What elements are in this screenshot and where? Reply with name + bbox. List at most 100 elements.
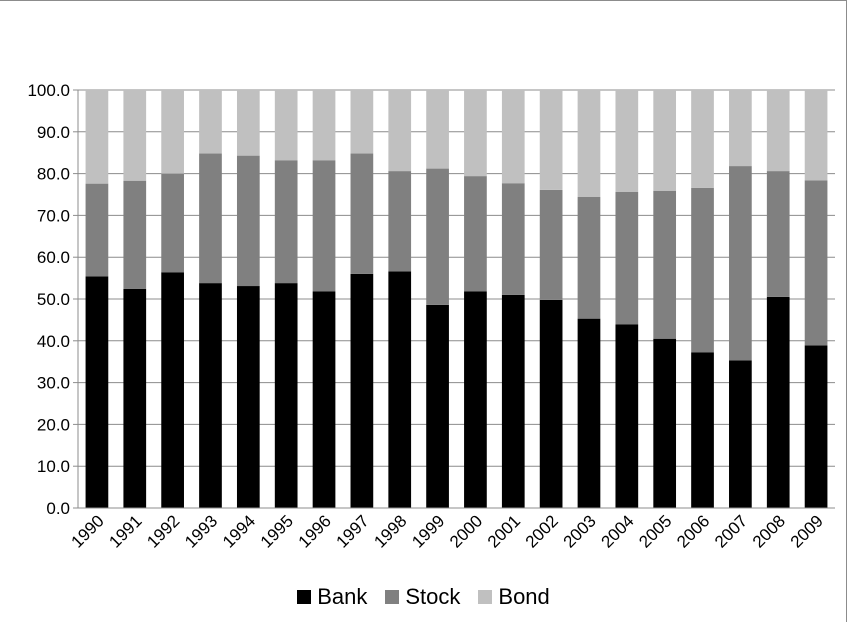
- bar-bank-1991: [123, 288, 147, 508]
- bar-stock-2009: [804, 180, 828, 346]
- legend-label-bank: Bank: [317, 584, 368, 609]
- bar-stock-1996: [312, 160, 336, 292]
- bar-bond-1994: [236, 90, 260, 156]
- x-tick-label: 2001: [484, 511, 524, 551]
- bar-bond-2002: [539, 90, 563, 190]
- y-tick-label: 50.0: [37, 290, 70, 309]
- y-tick-label: 80.0: [37, 165, 70, 184]
- bar-bond-1995: [274, 90, 298, 161]
- bar-bank-2005: [653, 338, 677, 508]
- bar-bank-2009: [804, 345, 828, 508]
- bar-bank-1999: [426, 304, 449, 508]
- bar-bank-1994: [236, 286, 260, 508]
- x-tick-label: 1991: [105, 511, 145, 551]
- bar-stock-1997: [350, 153, 374, 274]
- y-tick-label: 90.0: [37, 123, 70, 142]
- x-tick-label: 2002: [522, 511, 562, 551]
- y-tick-label: 0.0: [46, 499, 70, 518]
- bar-stock-2004: [615, 191, 639, 325]
- bar-bank-2004: [615, 324, 639, 508]
- x-tick-label: 1998: [370, 511, 410, 551]
- bar-stock-2001: [501, 183, 525, 295]
- bar-bank-2000: [464, 291, 487, 508]
- y-tick-label: 40.0: [37, 332, 70, 351]
- bar-bond-2001: [501, 90, 525, 184]
- x-tick-label: 1996: [295, 511, 335, 551]
- bar-stock-2005: [653, 190, 677, 339]
- y-tick-label: 10.0: [37, 457, 70, 476]
- x-tick-label: 2000: [446, 511, 486, 551]
- legend-swatch-bank: [297, 590, 312, 604]
- bar-bank-1997: [350, 273, 374, 508]
- x-tick-label: 2009: [787, 511, 827, 551]
- x-tick-label: 2003: [560, 511, 600, 551]
- bar-bond-1993: [199, 90, 222, 154]
- gridlines: [78, 89, 835, 509]
- legend-label-bond: Bond: [498, 584, 550, 609]
- bar-bond-1998: [388, 90, 412, 172]
- bar-bank-1993: [199, 283, 222, 508]
- bar-bond-2004: [615, 90, 639, 192]
- bar-bank-2007: [729, 360, 752, 508]
- bar-stock-1990: [85, 183, 109, 277]
- bar-bank-1995: [274, 283, 298, 508]
- bar-stock-1991: [123, 180, 147, 289]
- legend-swatch-bond: [478, 590, 493, 604]
- bar-bond-2000: [464, 90, 487, 177]
- bar-bond-2007: [729, 90, 752, 167]
- bar-bank-1990: [85, 276, 109, 508]
- bar-stock-2006: [691, 187, 714, 353]
- bar-bond-1990: [85, 90, 109, 184]
- bar-stock-1994: [236, 155, 260, 287]
- bar-bond-1992: [161, 90, 184, 174]
- legend-item-bond: Bond: [478, 584, 550, 610]
- bar-bank-2002: [539, 299, 563, 508]
- x-tick-label: 1990: [68, 511, 108, 551]
- bar-stock-2000: [464, 176, 487, 292]
- bar-stock-1998: [388, 171, 412, 272]
- bar-bank-2001: [501, 294, 525, 508]
- x-tick-label: 2006: [673, 511, 713, 551]
- x-tick-label: 2008: [749, 511, 789, 551]
- bar-bank-1998: [388, 271, 412, 508]
- legend: Bank Stock Bond: [0, 584, 847, 610]
- legend-label-stock: Stock: [405, 584, 461, 609]
- bar-bond-1999: [426, 90, 449, 169]
- bar-bond-2003: [577, 90, 601, 198]
- bar-stock-2002: [539, 189, 563, 300]
- y-tick-label: 100.0: [27, 81, 70, 100]
- x-tick-label: 1995: [257, 511, 297, 551]
- x-tick-label: 2004: [597, 511, 637, 551]
- bar-bank-2008: [766, 296, 790, 508]
- bar-stock-1992: [161, 173, 184, 273]
- legend-item-stock: Stock: [385, 584, 460, 610]
- bar-bank-1992: [161, 272, 184, 508]
- x-tick-label: 1997: [333, 511, 373, 551]
- bar-bond-1997: [350, 90, 374, 154]
- y-tick-label: 20.0: [37, 415, 70, 434]
- bar-bond-1996: [312, 90, 336, 161]
- bar-bond-2009: [804, 90, 828, 181]
- y-tick-label: 30.0: [37, 374, 70, 393]
- x-tick-label: 1993: [181, 511, 221, 551]
- legend-item-bank: Bank: [297, 584, 367, 610]
- bar-stock-2008: [766, 171, 790, 297]
- legend-swatch-stock: [385, 590, 400, 604]
- x-tick-label: 1999: [408, 511, 448, 551]
- bar-stock-2007: [729, 166, 752, 361]
- bar-bond-2005: [653, 90, 677, 191]
- bar-stock-2003: [577, 197, 601, 319]
- y-tick-label: 60.0: [37, 248, 70, 267]
- bar-bank-1996: [312, 291, 336, 508]
- bar-bond-1991: [123, 90, 147, 181]
- x-tick-label: 1992: [143, 511, 183, 551]
- bar-bank-2003: [577, 318, 601, 508]
- bar-stock-1995: [274, 160, 298, 284]
- bar-stock-1993: [199, 153, 222, 284]
- bar-stock-1999: [426, 168, 449, 305]
- bars: [85, 90, 828, 508]
- bar-bond-2008: [766, 90, 790, 172]
- bar-bond-2006: [691, 90, 714, 188]
- x-tick-label: 1994: [219, 511, 259, 551]
